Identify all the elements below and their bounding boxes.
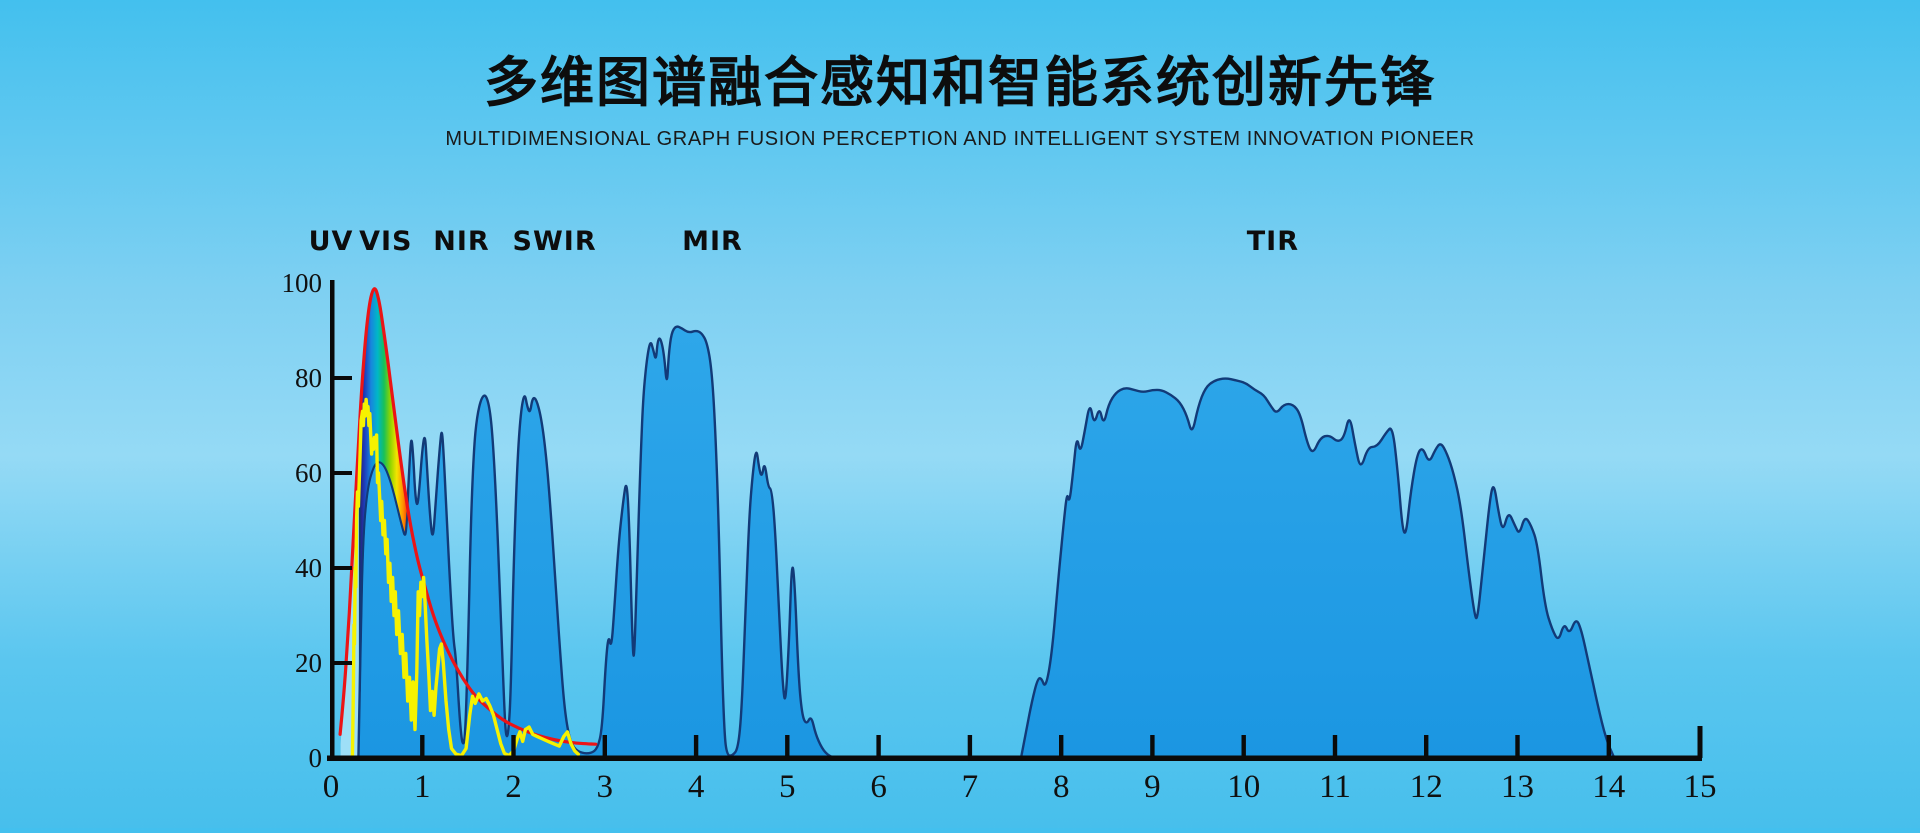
x-tick-4	[693, 735, 699, 756]
band-labels: UV VIS NIR SWIR MIR TIR	[309, 226, 1299, 257]
x-tick-label-11: 11	[1319, 769, 1351, 805]
x-tick-label-0: 0	[323, 769, 340, 805]
x-tick-13	[1515, 735, 1520, 756]
x-tick-1	[420, 735, 425, 756]
x-tick-5	[785, 735, 790, 756]
band-label-vis: VIS	[359, 226, 412, 257]
x-tick-label-10: 10	[1227, 769, 1260, 805]
x-tick-7	[967, 735, 973, 756]
x-axis-line	[327, 755, 1702, 761]
x-tick-12	[1424, 735, 1429, 756]
x-tick-9	[1150, 735, 1155, 756]
y-tick-label-100: 100	[282, 268, 323, 298]
y-tick-label-40: 40	[295, 553, 322, 583]
y-tick-label-60: 60	[295, 458, 322, 488]
x-tick-label-7: 7	[962, 769, 979, 805]
y-tick-20	[334, 661, 352, 665]
x-tick-label-13: 13	[1501, 769, 1534, 805]
y-tick-80	[334, 376, 352, 380]
x-tick-label-2: 2	[505, 769, 522, 805]
band-label-mir: MIR	[682, 226, 743, 257]
y-axis-line	[330, 280, 335, 761]
x-tick-3	[602, 735, 607, 756]
x-tick-11	[1332, 735, 1338, 756]
x-tick-10	[1241, 735, 1246, 756]
page-header: 多维图谱融合感知和智能系统创新先锋 MULTIDIMENSIONAL GRAPH…	[0, 0, 1920, 151]
x-tick-14	[1606, 735, 1611, 756]
x-tick-2	[511, 735, 516, 756]
x-tick-6	[876, 735, 881, 756]
x-tick-label-8: 8	[1053, 769, 1070, 805]
x-tick-label-3: 3	[597, 769, 614, 805]
transmission-window-area-1	[1019, 377, 1616, 760]
x-tick-label-4: 4	[688, 769, 705, 805]
y-tick-label-0: 0	[309, 743, 323, 773]
x-tick-8	[1059, 735, 1064, 756]
y-tick-60	[334, 471, 352, 475]
band-label-tir: TIR	[1247, 226, 1299, 257]
x-tick-label-14: 14	[1592, 769, 1625, 805]
x-tick-label-6: 6	[870, 769, 887, 805]
surface-solar-curve	[350, 397, 580, 760]
y-tick-label-80: 80	[295, 363, 322, 393]
y-tick-40	[334, 566, 352, 570]
band-label-uv: UV	[309, 226, 354, 257]
band-label-swir: SWIR	[513, 226, 597, 257]
page-title: 多维图谱融合感知和智能系统创新先锋	[484, 51, 1436, 114]
y-tick-label-20: 20	[295, 648, 322, 678]
x-tick-label-15: 15	[1684, 769, 1717, 805]
x-tick-label-9: 9	[1144, 769, 1161, 805]
page-subtitle: MULTIDIMENSIONAL GRAPH FUSION PERCEPTION…	[445, 128, 1475, 151]
x-tick-label-12: 12	[1410, 769, 1443, 805]
x-tick-label-1: 1	[414, 769, 431, 805]
x-axis-end-cap	[1697, 726, 1703, 758]
band-label-nir: NIR	[433, 226, 489, 257]
x-tick-label-5: 5	[779, 769, 796, 805]
